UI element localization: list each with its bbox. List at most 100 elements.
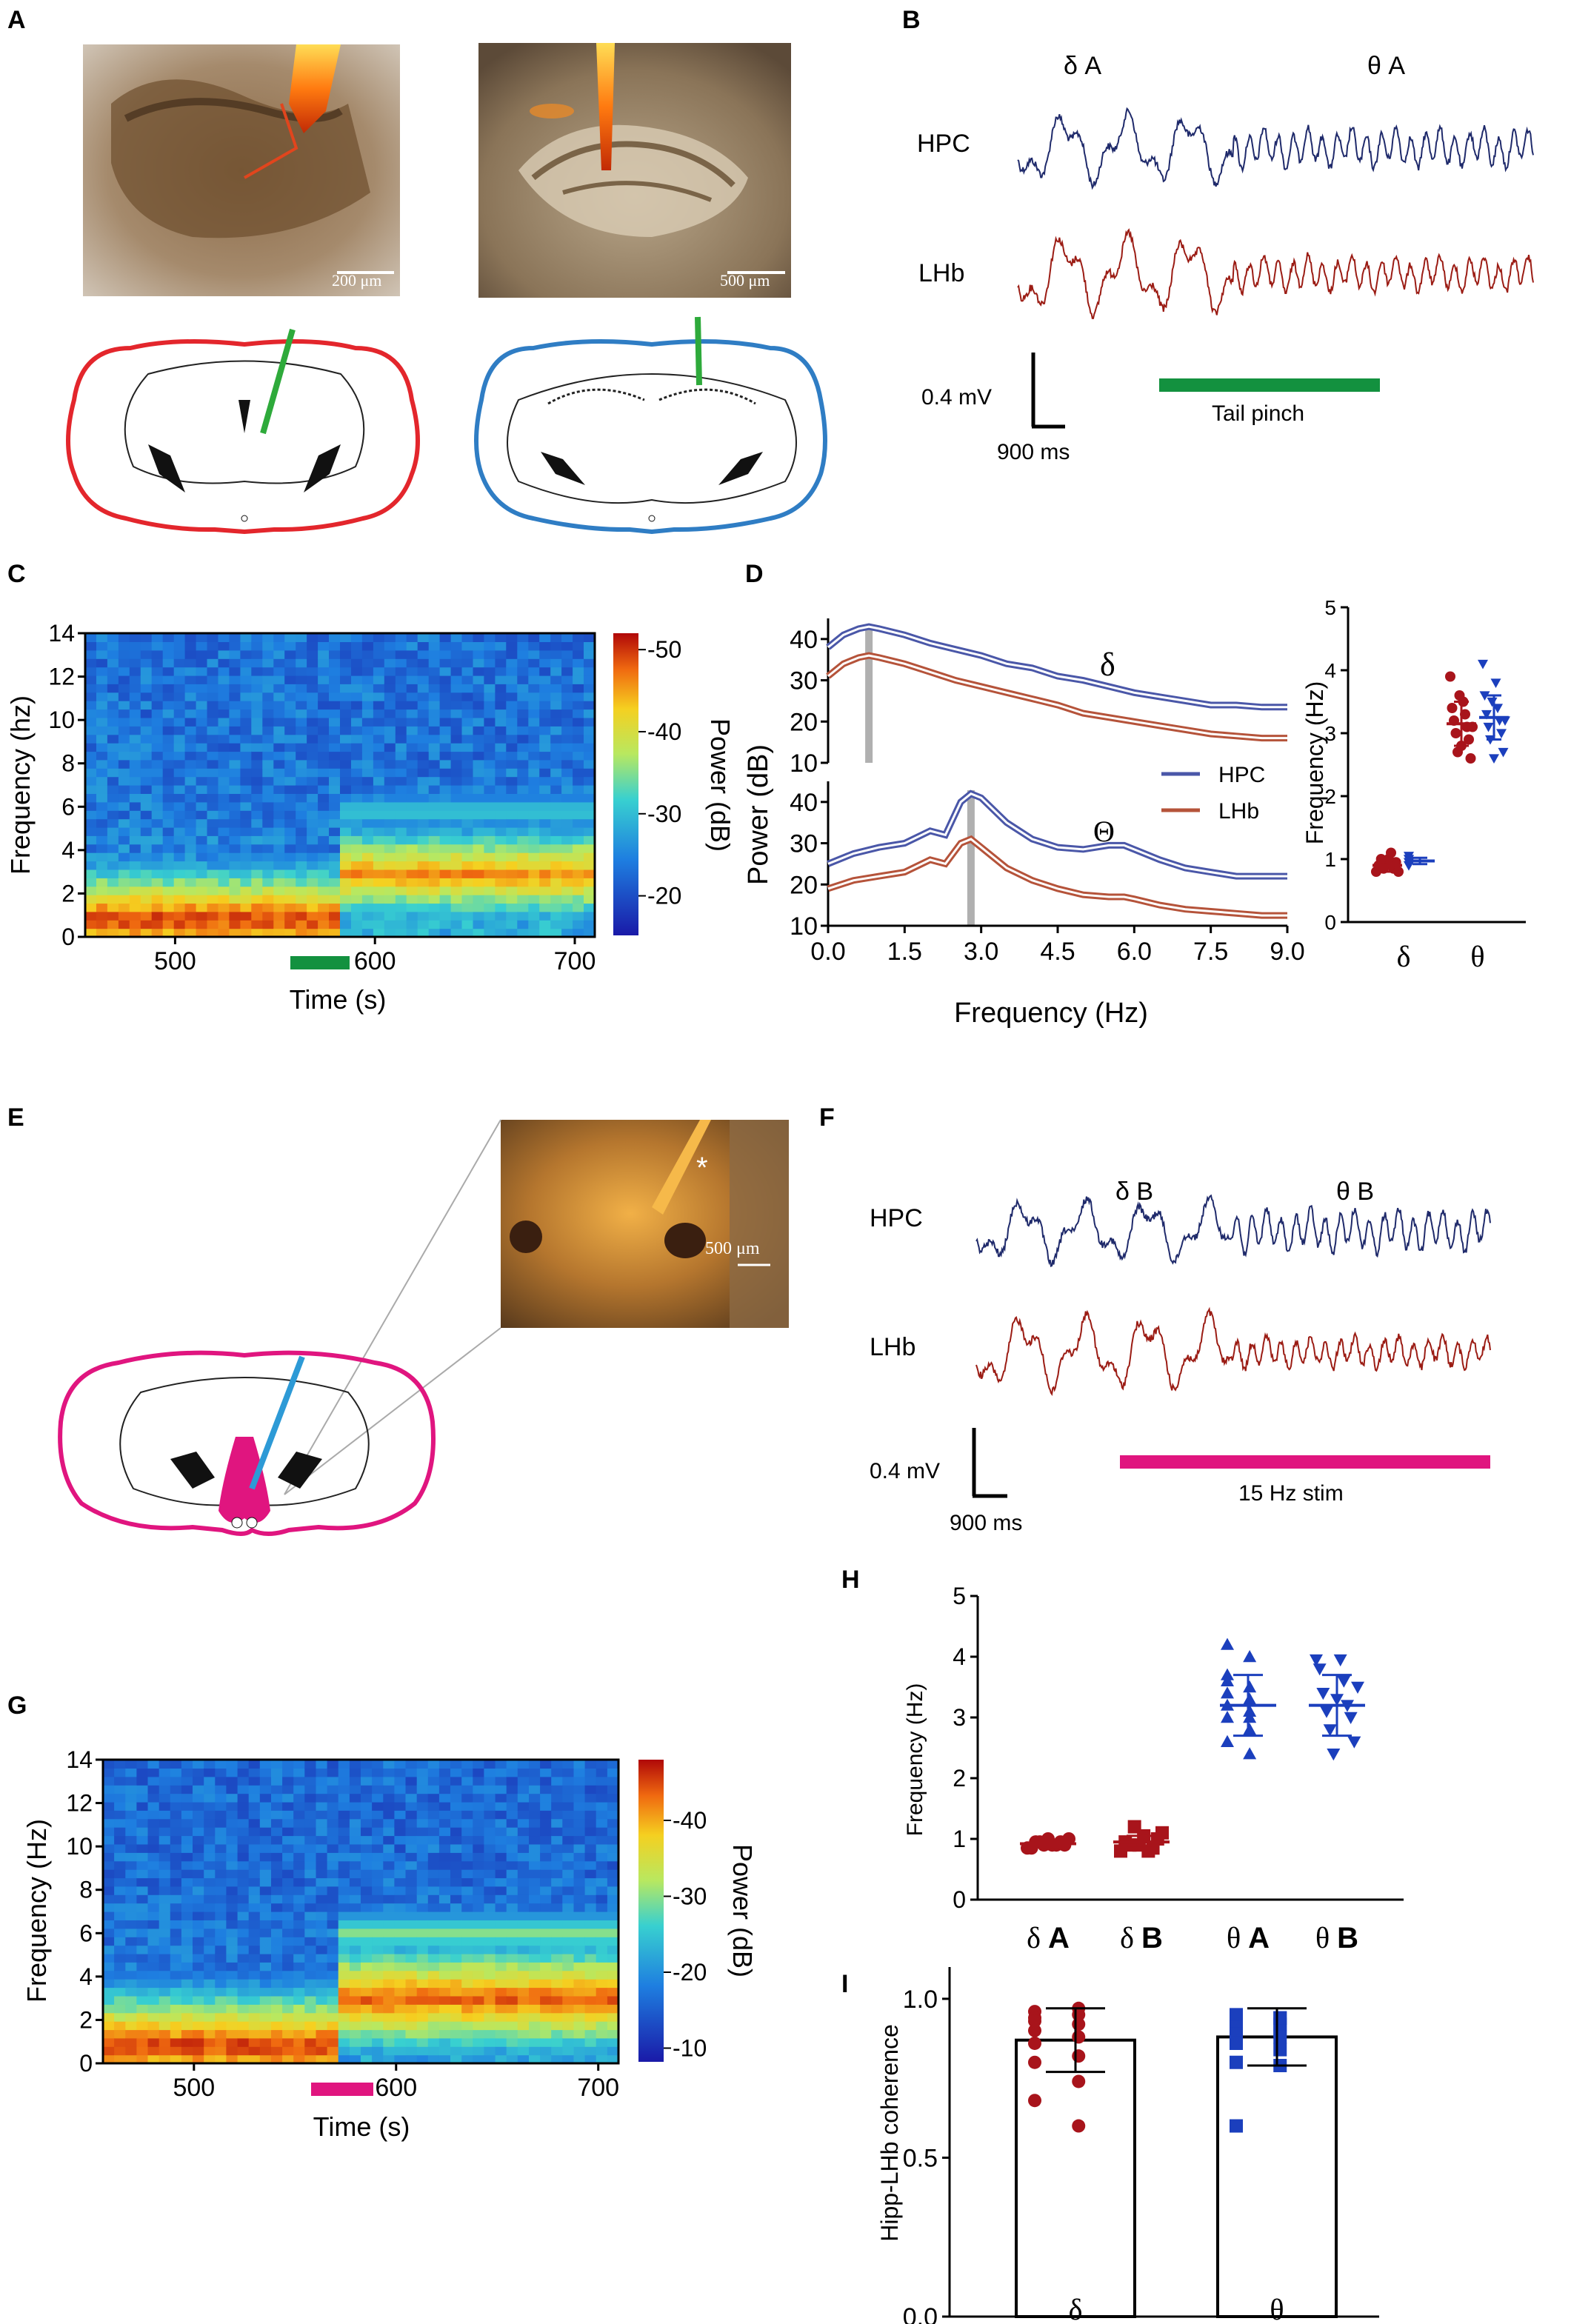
spectrogram-cell xyxy=(473,1979,484,1989)
spectrogram-cell xyxy=(573,751,584,761)
spectrogram-cell xyxy=(162,844,175,853)
spectrogram-cell xyxy=(506,1785,518,1794)
spectrogram-cell xyxy=(450,1953,462,1963)
spectrogram-cell xyxy=(262,801,274,811)
spectrogram-cell xyxy=(573,1877,586,1887)
spectrogram-cell xyxy=(484,692,496,701)
spectrogram-cell xyxy=(340,692,352,701)
spectrogram-cell xyxy=(103,1911,115,1920)
spectrogram-cell xyxy=(118,709,130,718)
spectrogram-cell xyxy=(181,1810,193,1820)
spectrogram-cell xyxy=(450,1776,462,1786)
spectrogram-cell xyxy=(495,1962,507,1971)
spectrogram-cell xyxy=(394,1810,407,1820)
spectrogram-cell xyxy=(383,1818,395,1828)
spectrogram-cell xyxy=(207,844,219,853)
spectrogram-cell xyxy=(383,1793,395,1803)
spectrogram-cell xyxy=(338,2004,350,2014)
spectrogram-cell xyxy=(417,717,430,727)
spectrogram-cell xyxy=(539,641,551,651)
spectrogram-cell xyxy=(316,2029,328,2039)
spectrogram-cell xyxy=(517,835,529,845)
spectrogram-cell xyxy=(561,709,573,718)
spectrogram-cell xyxy=(282,1835,294,1845)
spectrogram-cell xyxy=(307,878,318,887)
spectrogram-cell xyxy=(473,650,485,659)
spectrogram-cell xyxy=(284,827,296,836)
spectrogram-cell xyxy=(506,684,518,693)
spectrogram-cell xyxy=(248,1894,261,1904)
spectrogram-cell xyxy=(573,1937,586,1946)
spectrogram-cell xyxy=(529,1827,541,1837)
spectrogram-cell xyxy=(204,1886,216,1895)
spectrogram-cell xyxy=(318,759,330,769)
spectrogram-cell xyxy=(528,751,540,761)
spectrogram-cell xyxy=(173,675,186,684)
spectrogram-cell xyxy=(349,1970,361,1980)
spectrogram-cell xyxy=(438,1911,451,1920)
spectrogram-cell xyxy=(506,895,518,904)
spectrogram-cell xyxy=(506,1818,518,1828)
spectrogram-cell xyxy=(607,1818,619,1828)
spectrogram-cell xyxy=(406,751,418,761)
spectrogram-cell xyxy=(248,1995,261,2005)
spectrogram-cell xyxy=(428,743,441,752)
spectrogram-cell xyxy=(136,1928,149,1937)
trace-label-hpc: HPC xyxy=(870,1204,923,1232)
spectrogram-cell xyxy=(304,1877,316,1887)
spectrogram-cell xyxy=(416,2012,429,2022)
data-point xyxy=(1243,1723,1257,1735)
spectrogram-cell xyxy=(607,1835,619,1845)
spectrogram-cell xyxy=(517,801,529,811)
spectrogram-cell xyxy=(540,2004,552,2014)
spectrogram-cell xyxy=(296,633,307,642)
coherence-bar-chart: 0.00.51.0δ θ xyxy=(903,1967,1379,2324)
spectrogram-cell xyxy=(215,1801,227,1811)
spectrogram-cell xyxy=(461,1776,473,1786)
spectrogram-cell xyxy=(361,1827,373,1837)
spectrogram-cell xyxy=(226,1852,239,1862)
y-tick-label: 2 xyxy=(79,2006,93,2033)
spectrogram-cell xyxy=(384,878,396,887)
spectrogram-cell xyxy=(248,1945,261,1954)
spectrogram-cell xyxy=(439,827,452,836)
spectrogram-cell xyxy=(561,658,573,668)
spectrogram-cell xyxy=(129,810,141,820)
spectrogram-cell xyxy=(405,1776,418,1786)
spectrogram-cell xyxy=(151,835,164,845)
spectrogram-cell xyxy=(495,1827,507,1837)
spectrogram-cell xyxy=(304,1953,316,1963)
spectrogram-cell xyxy=(351,920,363,929)
spectrogram-cell xyxy=(240,903,252,912)
spectrogram-cell xyxy=(259,2004,272,2014)
spectrogram-cell xyxy=(316,1987,328,1997)
spectrogram-cell xyxy=(495,768,507,778)
spectrogram-cell xyxy=(340,675,352,684)
spectrogram-cell xyxy=(506,675,518,684)
spectrogram-cell xyxy=(540,1768,552,1777)
spectrogram-cell xyxy=(551,1911,563,1920)
spectrogram-cell xyxy=(428,701,441,710)
spectrogram-cell xyxy=(484,1995,496,2005)
spectrogram-cell xyxy=(405,1843,418,1853)
y-tick-label: 3 xyxy=(953,1704,966,1731)
spectrogram-cell xyxy=(262,726,274,735)
spectrogram-cell xyxy=(184,641,197,651)
spectrogram-cell xyxy=(340,878,352,887)
spectrogram-cell xyxy=(384,869,396,878)
spectrogram-cell xyxy=(259,1810,272,1820)
spectrogram-cell xyxy=(181,2046,193,2056)
spectrogram-cell xyxy=(318,852,330,862)
spectrogram-cell xyxy=(237,2004,250,2014)
spectrogram-cell xyxy=(529,1810,541,1820)
spectrogram-cell xyxy=(129,920,141,929)
spectrogram-cell xyxy=(361,920,374,929)
spectrogram-cell xyxy=(439,869,452,878)
spectrogram-cell xyxy=(207,717,219,727)
spectrogram-cell xyxy=(271,2004,283,2014)
spectrogram-cell xyxy=(573,2054,586,2064)
spectrogram-cell xyxy=(118,658,130,668)
spectrogram-cell xyxy=(193,1987,204,1997)
spectrogram-cell xyxy=(184,743,197,752)
spectrogram-cell xyxy=(229,903,241,912)
